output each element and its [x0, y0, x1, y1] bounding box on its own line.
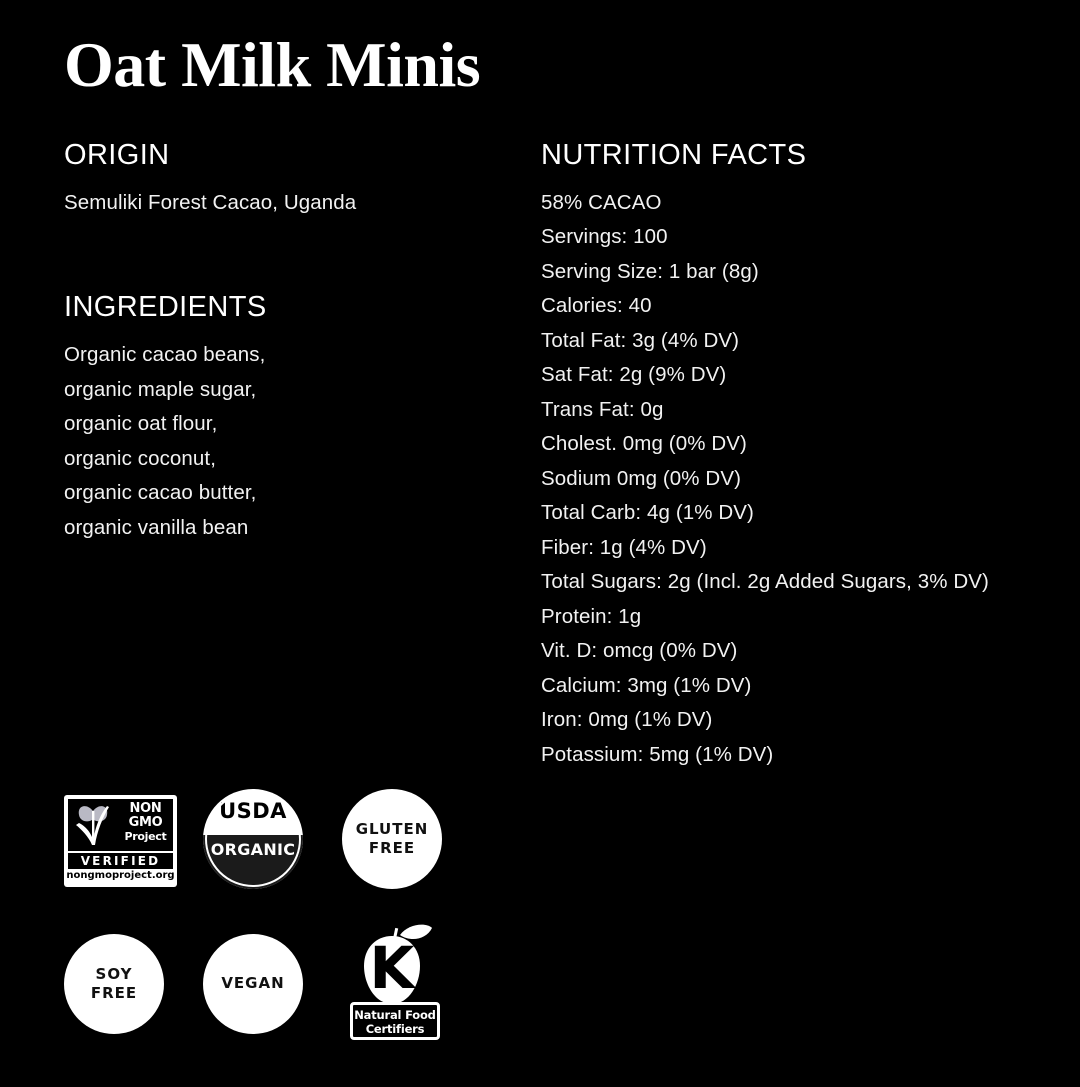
non-gmo-verified-icon: NON GMO Project VERIFIED nongmoproject.o… — [64, 794, 177, 887]
list-item: organic cacao butter, — [64, 481, 257, 505]
badge-cell: NON GMO Project VERIFIED nongmoproject.o… — [64, 776, 203, 896]
list-item: Sat Fat: 2g (9% DV) — [541, 363, 727, 387]
kosher-line1: Natural Food — [354, 1008, 436, 1022]
non-gmo-line2: GMO — [128, 814, 163, 830]
vegan-icon: VEGAN — [203, 933, 303, 1034]
soy-free-icon: SOY FREE — [64, 933, 164, 1034]
badge-cell: GLUTEN FREE — [342, 776, 481, 896]
list-item: organic coconut, — [64, 446, 217, 470]
list-item: Trans Fat: 0g — [541, 397, 664, 421]
kosher-label: Natural Food Certifiers — [350, 1002, 440, 1040]
gluten-free-line2: FREE — [368, 838, 416, 857]
usda-organic-icon: USDA ORGANIC — [203, 788, 303, 889]
kosher-natural-food-certifiers-icon: K Natural Food Certifiers — [342, 922, 447, 1040]
butterfly-icon — [68, 799, 118, 851]
right-column: NUTRITION FACTS 58% CACAO Servings: 100 … — [541, 139, 1051, 773]
non-gmo-line1: NON — [129, 800, 162, 816]
list-item: Serving Size: 1 bar (8g) — [541, 259, 759, 283]
list-item: Calcium: 3mg (1% DV) — [541, 673, 752, 697]
page-title: Oat Milk Minis — [64, 29, 481, 100]
badge-row-2: SOY FREE VEGAN K N — [64, 921, 484, 1066]
list-item: Servings: 100 — [541, 225, 668, 249]
usda-top-text: USDA — [219, 799, 287, 823]
badge-cell: USDA ORGANIC — [203, 776, 342, 896]
ingredients-heading: INGREDIENTS — [64, 291, 267, 324]
origin-section: ORIGIN Semuliki Forest Cacao, Uganda — [64, 139, 514, 220]
certification-badges: NON GMO Project VERIFIED nongmoproject.o… — [64, 776, 484, 1066]
gluten-free-line1: GLUTEN — [355, 819, 429, 838]
list-item: 58% CACAO — [541, 190, 662, 214]
badge-cell: VEGAN — [203, 921, 342, 1041]
nutrition-facts-list: 58% CACAO Servings: 100 Serving Size: 1 … — [541, 186, 1051, 773]
list-item: organic oat flour, — [64, 412, 218, 436]
gluten-free-icon: GLUTEN FREE — [342, 788, 442, 889]
list-item: Cholest. 0mg (0% DV) — [541, 432, 747, 456]
list-item: Calories: 40 — [541, 294, 652, 318]
ingredients-section: INGREDIENTS Organic cacao beans, organic… — [64, 291, 514, 545]
badge-cell: K Natural Food Certifiers — [342, 921, 481, 1041]
list-item: organic maple sugar, — [64, 377, 257, 401]
apple-with-k-icon: K — [364, 924, 432, 1004]
ingredients-list: Organic cacao beans, organic maple sugar… — [64, 338, 514, 545]
kosher-line2: Certifiers — [365, 1022, 425, 1036]
usda-bottom-text: ORGANIC — [203, 834, 303, 889]
list-item: Sodium 0mg (0% DV) — [541, 466, 742, 490]
non-gmo-text: NON GMO Project — [118, 799, 173, 851]
list-item: Iron: 0mg (1% DV) — [541, 708, 713, 732]
list-item: Organic cacao beans, — [64, 343, 266, 367]
non-gmo-url: nongmoproject.org — [66, 869, 175, 881]
list-item: Vit. D: omcg (0% DV) — [541, 639, 738, 663]
soy-free-line1: SOY — [95, 964, 133, 983]
non-gmo-inner: NON GMO Project — [68, 798, 173, 851]
non-gmo-project-label: Project — [124, 829, 167, 843]
list-item: Total Fat: 3g (4% DV) — [541, 328, 740, 352]
origin-heading: ORIGIN — [64, 139, 170, 171]
list-item: organic vanilla bean — [64, 515, 249, 539]
column-spacer — [64, 220, 514, 292]
list-item: Total Sugars: 2g (Incl. 2g Added Sugars,… — [541, 570, 989, 594]
list-item: Potassium: 5mg (1% DV) — [541, 742, 774, 766]
list-item: Fiber: 1g (4% DV) — [541, 535, 707, 559]
left-column: ORIGIN Semuliki Forest Cacao, Uganda ING… — [64, 139, 514, 545]
svg-text:K: K — [370, 934, 417, 1002]
non-gmo-verified-band: VERIFIED — [68, 852, 173, 869]
list-item: Total Carb: 4g (1% DV) — [541, 501, 754, 525]
badge-row-1: NON GMO Project VERIFIED nongmoproject.o… — [64, 776, 484, 921]
badge-cell: SOY FREE — [64, 921, 203, 1041]
origin-text: Semuliki Forest Cacao, Uganda — [64, 190, 357, 214]
nutrition-heading: NUTRITION FACTS — [541, 139, 807, 171]
list-item: Protein: 1g — [541, 604, 642, 628]
vegan-line1: VEGAN — [221, 974, 285, 992]
soy-free-line2: FREE — [90, 983, 138, 1002]
